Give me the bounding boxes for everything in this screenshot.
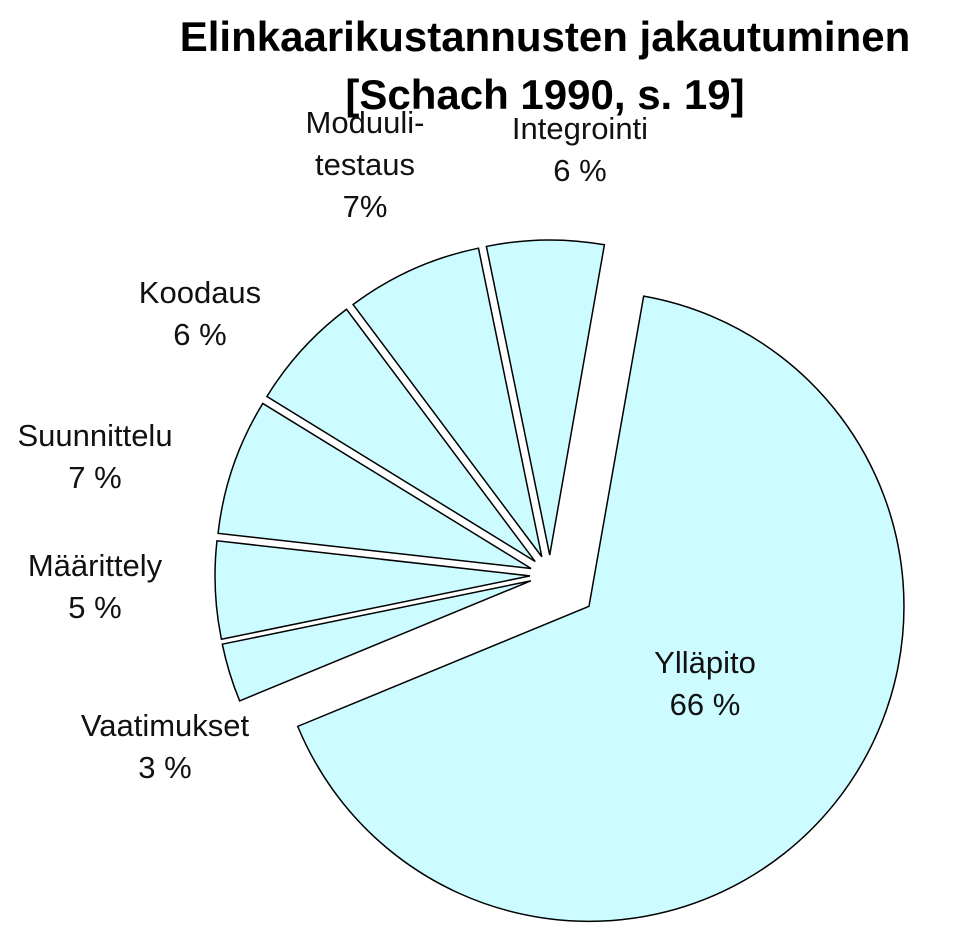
- slice-value-label: 3 %: [138, 750, 192, 785]
- pie-slice: [352, 247, 543, 558]
- pie-slice: [265, 308, 536, 563]
- slice-label: Moduuli- testaus: [305, 105, 425, 182]
- slice-value-label: 7 %: [68, 460, 122, 495]
- slice-label: Vaatimukset: [80, 708, 250, 743]
- pie-slice: [296, 295, 905, 923]
- pie-slice: [214, 539, 531, 641]
- slice-value-label: 7%: [342, 189, 388, 224]
- chart-title: Elinkaarikustannusten jakautuminen [Scha…: [179, 13, 911, 118]
- slice-label: Määrittely: [27, 548, 163, 583]
- pie-slice: [221, 580, 532, 702]
- slice-value-label: 5 %: [68, 590, 122, 625]
- slice-label: Koodaus: [138, 275, 262, 310]
- slice-value-label: 6 %: [173, 317, 227, 352]
- pie-slice: [485, 239, 606, 556]
- pie-slice: [217, 402, 532, 570]
- slice-value-label: 66 %: [669, 687, 741, 722]
- slice-label: Suunnittelu: [17, 418, 173, 453]
- slice-label: Ylläpito: [654, 645, 756, 680]
- slice-value-label: 6 %: [553, 153, 607, 188]
- slice-label: Integrointi: [511, 111, 649, 146]
